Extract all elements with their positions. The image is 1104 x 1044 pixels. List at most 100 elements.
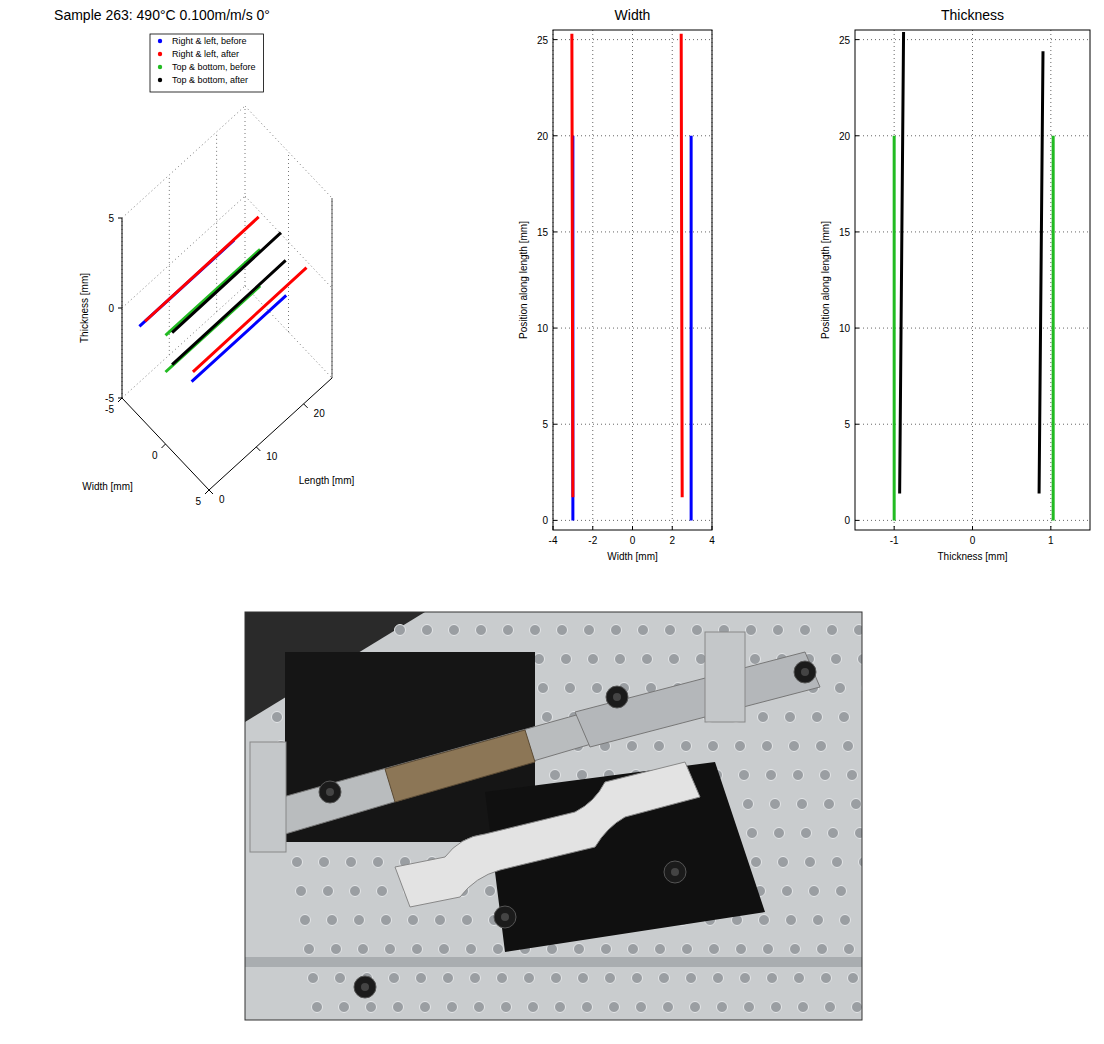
tick-label: 0	[219, 494, 225, 505]
hole	[681, 741, 692, 752]
tick	[553, 424, 557, 425]
hole	[636, 1002, 647, 1013]
tick-label: -4	[549, 535, 558, 546]
plot-frame	[855, 30, 1090, 530]
hole	[794, 973, 805, 984]
tick	[855, 424, 859, 425]
hole	[534, 654, 545, 665]
hole	[836, 886, 847, 897]
grid-line	[855, 135, 1090, 136]
tick-label: 5	[108, 213, 114, 224]
data-line	[572, 34, 682, 497]
hole	[655, 944, 666, 955]
hole	[497, 973, 508, 984]
tick-label: -5	[105, 404, 114, 415]
grid-line	[553, 328, 712, 329]
hole	[503, 625, 514, 636]
tick	[855, 328, 859, 329]
y-axis	[209, 378, 332, 490]
upright	[250, 742, 286, 852]
data-line	[166, 249, 261, 372]
chart-title: Sample 263: 490°C 0.100m/m/s 0°	[54, 7, 270, 23]
tick-label: 15	[537, 227, 549, 238]
box-edge	[332, 198, 333, 378]
hole	[782, 886, 793, 897]
hole	[408, 915, 419, 926]
hole	[778, 857, 789, 868]
hole	[358, 944, 369, 955]
hole	[797, 799, 808, 810]
tick	[256, 447, 260, 451]
axis-title: Width [mm]	[607, 551, 658, 562]
tick	[553, 520, 557, 521]
hole	[859, 857, 863, 868]
tick-label: 1	[1048, 535, 1054, 546]
tick-label: 5	[195, 496, 201, 507]
tick-label: 10	[839, 323, 851, 334]
grid-line	[553, 231, 712, 232]
hole	[798, 1002, 809, 1013]
tick-label: 5	[844, 419, 850, 430]
grid-line	[855, 424, 1090, 425]
hole	[565, 683, 576, 694]
tick	[553, 231, 557, 232]
tick-label: -2	[588, 535, 597, 546]
legend-label: Right & left, after	[172, 49, 239, 59]
figure: -505-50501020Thickness [mm]Width [mm]Len…	[0, 0, 1104, 1044]
hole	[605, 973, 616, 984]
hole	[654, 741, 665, 752]
hole	[331, 944, 342, 955]
hole	[746, 625, 757, 636]
hole	[762, 741, 773, 752]
axis-title: Position along length [mm]	[518, 221, 529, 339]
hole	[561, 654, 572, 665]
tick-label: 25	[537, 35, 549, 46]
grid-line	[553, 424, 712, 425]
hole	[813, 915, 824, 926]
grid-line	[855, 231, 1090, 232]
hole	[389, 973, 400, 984]
hole	[820, 770, 831, 781]
grid-line	[553, 135, 712, 136]
grid-line	[632, 30, 633, 530]
bolt	[354, 976, 376, 998]
grid-line	[122, 106, 245, 218]
hole	[300, 915, 311, 926]
tick-label: 5	[542, 419, 548, 430]
photo-content	[245, 612, 862, 1020]
clamp-bar	[575, 652, 820, 747]
bolt	[494, 906, 516, 928]
hole	[824, 799, 835, 810]
tick	[118, 308, 122, 309]
tick	[632, 526, 633, 530]
grid-line	[245, 286, 332, 378]
tick-label: 10	[537, 323, 549, 334]
hole	[327, 915, 338, 926]
hole	[538, 683, 549, 694]
tick-label: 0	[630, 535, 636, 546]
hole	[801, 828, 812, 839]
hole	[584, 625, 595, 636]
tick	[855, 135, 859, 136]
photo-frame	[245, 612, 862, 1020]
hole	[793, 770, 804, 781]
hole	[713, 973, 724, 984]
hole	[665, 625, 676, 636]
tick	[553, 135, 557, 136]
hole	[346, 857, 357, 868]
hole	[851, 799, 862, 810]
grid-line	[553, 520, 712, 521]
bolt	[664, 861, 686, 883]
hole	[412, 944, 423, 955]
hole	[582, 1002, 593, 1013]
hole	[628, 944, 639, 955]
hole	[805, 857, 816, 868]
chart-2d: -4-20240510152025WidthWidth [mm]Position…	[518, 7, 715, 562]
hole	[381, 915, 392, 926]
rail	[245, 957, 862, 967]
chart-title: Width	[615, 7, 651, 23]
upright	[705, 632, 745, 722]
axis-title: Thickness [mm]	[937, 551, 1007, 562]
hole	[743, 799, 754, 810]
clamp-bar	[265, 707, 615, 837]
